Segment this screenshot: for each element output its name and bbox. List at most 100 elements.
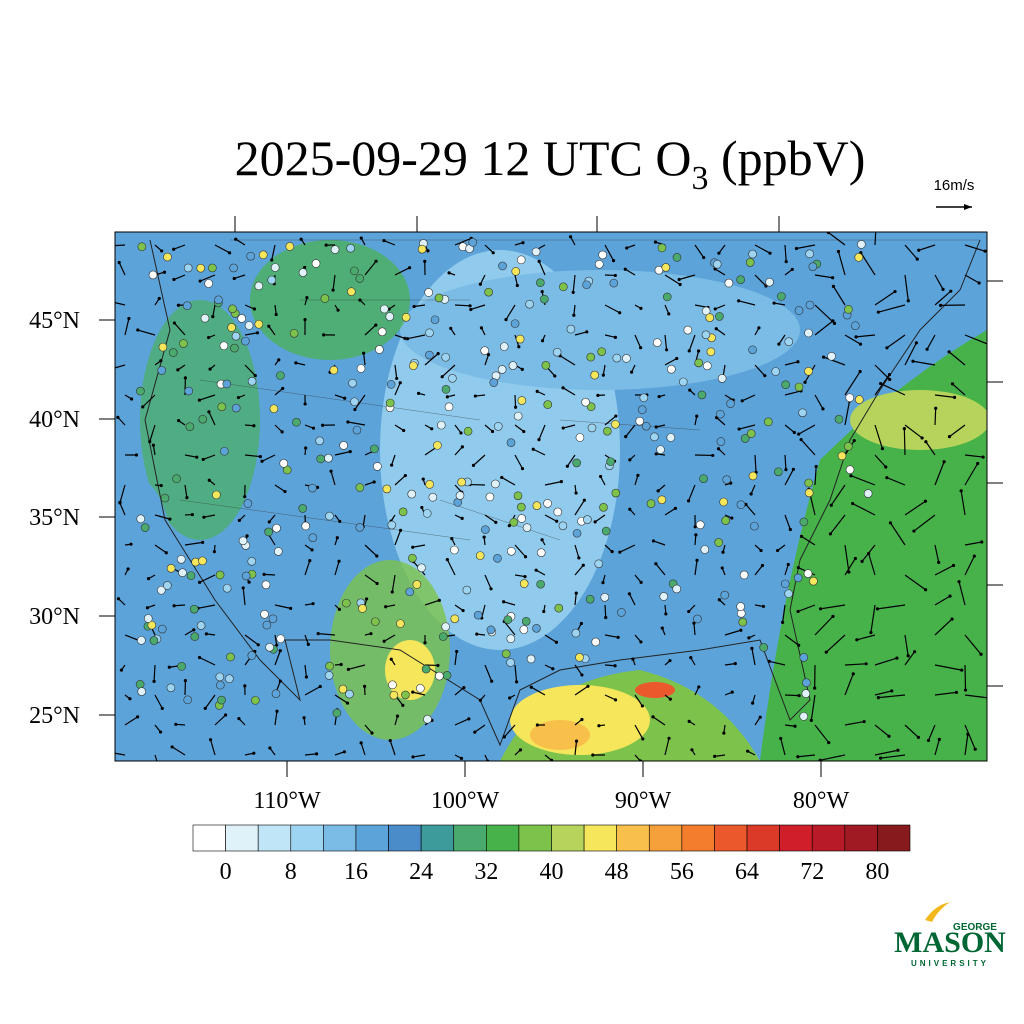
station	[517, 396, 527, 405]
wind-vector	[484, 574, 492, 590]
wind-vector-head	[162, 270, 167, 274]
station	[672, 253, 682, 262]
wind-vector	[173, 244, 186, 250]
wind-vector	[904, 342, 917, 366]
wind-vector	[664, 304, 670, 315]
wind-vector-head	[559, 480, 563, 484]
station	[428, 492, 438, 502]
wind-vector-head	[159, 770, 162, 773]
wind-vector-head	[316, 632, 320, 636]
station	[536, 579, 545, 589]
station	[781, 380, 790, 390]
title: 2025-09-29 12 UTC O3 (ppbV)	[235, 130, 866, 197]
wind-vector	[880, 383, 906, 396]
wind-vector-head	[713, 754, 717, 758]
wind-vector-head	[942, 460, 946, 464]
wind-vector	[625, 424, 636, 438]
station	[179, 339, 188, 348]
wind-vector-head	[694, 533, 698, 537]
wind-vector-head	[854, 335, 858, 339]
colorbar-tick-label: 64	[735, 859, 759, 885]
wind-vector-head	[912, 529, 916, 533]
wind-vector	[394, 364, 398, 379]
wind-vector-head	[864, 662, 868, 666]
wind-vector	[754, 274, 767, 287]
station	[196, 621, 206, 630]
wind-vector-head	[267, 324, 271, 328]
wind-vector-head	[858, 369, 862, 374]
wind-vector	[484, 664, 493, 682]
wind-vector-head	[197, 398, 202, 402]
wind-vector-head	[170, 745, 174, 749]
wind-vector-head	[832, 321, 837, 325]
wind-vector-head	[311, 602, 315, 606]
wind-vector-head	[201, 457, 205, 462]
station	[228, 304, 237, 314]
wind-vector-head	[486, 353, 491, 357]
wind-vector-head	[146, 577, 151, 581]
wind-vector-head	[252, 307, 257, 311]
wind-vector-head	[504, 318, 508, 322]
station	[489, 378, 499, 387]
station	[315, 436, 324, 446]
station	[491, 479, 500, 489]
wind-vector-head	[687, 719, 691, 723]
station	[407, 489, 417, 499]
station	[279, 459, 289, 468]
station	[160, 493, 170, 503]
wind-vector-head	[813, 686, 817, 690]
wind-vector	[964, 541, 982, 546]
wind-vector	[870, 604, 876, 633]
wind-vector-head	[402, 428, 406, 433]
lat-label: 40°N	[29, 407, 80, 433]
station	[667, 364, 676, 374]
station	[701, 330, 711, 340]
wind-vector-head	[948, 594, 952, 598]
station	[717, 374, 727, 383]
wind-vector-head	[740, 399, 744, 403]
wind-vector	[334, 451, 351, 456]
wind-vector-head	[535, 389, 539, 393]
wind-vector	[362, 514, 366, 527]
wind-vector	[904, 244, 918, 260]
wind-vector	[184, 454, 197, 458]
wind-vector-head	[585, 330, 589, 334]
wind-vector-head	[651, 539, 656, 543]
wind-vector	[778, 334, 786, 345]
station	[845, 393, 855, 403]
wind-vector	[664, 507, 676, 516]
wind-vector-head	[920, 436, 924, 440]
station	[611, 488, 621, 498]
wind-vector	[814, 304, 835, 324]
station	[229, 263, 238, 273]
station	[506, 438, 516, 447]
wind-vector-head	[116, 415, 120, 419]
wind-vector-head	[176, 368, 180, 372]
wind-vector-head	[862, 719, 866, 724]
wind-vector-head	[127, 316, 131, 321]
lat-labels: 45°N 40°N 35°N 30°N 25°N	[29, 308, 80, 729]
wind-vector-head	[234, 237, 238, 241]
wind-vector	[574, 331, 587, 336]
wind-vector-head	[437, 598, 441, 602]
station	[473, 610, 483, 620]
wind-vector	[204, 694, 216, 709]
wind-vector	[274, 387, 284, 396]
wind-vector	[874, 724, 890, 737]
wind-vector-head	[198, 279, 202, 283]
wind-vector-head	[398, 528, 403, 532]
wind-vector	[874, 232, 877, 246]
wind-vector-head	[790, 267, 794, 272]
station	[189, 604, 199, 614]
wind-vector-head	[973, 747, 977, 751]
wind-vector-head	[651, 715, 655, 719]
wind-vector-head	[421, 477, 425, 481]
station	[481, 525, 490, 534]
station	[183, 263, 193, 273]
wind-vector-head	[989, 697, 992, 700]
station	[222, 583, 232, 593]
wind-vector	[602, 364, 606, 376]
station	[803, 569, 813, 578]
station	[430, 315, 440, 325]
wind-vector	[878, 304, 906, 313]
